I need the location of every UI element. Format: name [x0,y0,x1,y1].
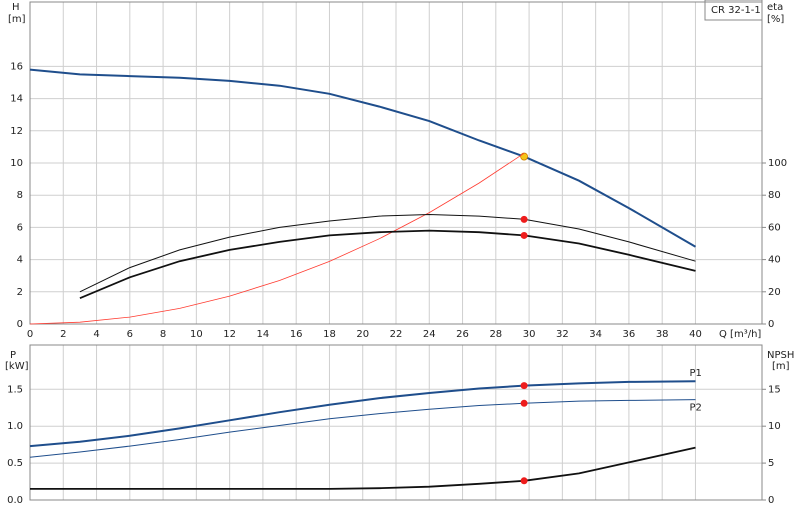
x-tick-label: 6 [127,329,133,340]
x-tick-label: 16 [290,329,303,340]
y2-axis-unit: [m] [772,361,790,372]
y-axis-unit: [m] [8,14,26,25]
y2-tick-label: 40 [768,255,781,266]
series-line [79,229,696,300]
plot-frame [29,344,763,501]
series-label: P1 [689,368,701,379]
x-tick-label: 0 [27,329,33,340]
y-tick-label: 6 [17,222,23,233]
duty-point [520,231,528,239]
x-tick-label: 12 [223,329,236,340]
y-tick-label: 16 [10,61,23,72]
y2-tick-label: 0 [768,319,774,330]
x-tick-label: 38 [656,329,669,340]
y2-axis-label: eta [767,2,783,13]
x-tick-label: 10 [190,329,203,340]
x-tick-label: 36 [623,329,636,340]
series-label: P2 [689,403,701,414]
series-line [29,68,697,248]
x-tick-label: 40 [689,329,702,340]
y-tick-label: 1.0 [7,421,23,432]
x-tick-label: 32 [556,329,569,340]
x-tick-label: 18 [323,329,336,340]
series-line [29,380,696,448]
x-tick-label: 28 [489,329,502,340]
y-tick-label: 12 [10,126,23,137]
x-tick-label: 20 [356,329,369,340]
legend-box-text: CR 32-1-1 [711,5,761,16]
plot-frame [29,1,763,325]
y-tick-label: 14 [10,94,23,105]
series-line [79,213,696,293]
x-tick-label: 26 [456,329,469,340]
y2-tick-label: 80 [768,190,781,201]
duty-point [520,399,528,407]
y2-tick-label: 100 [768,158,787,169]
y2-axis-unit: [%] [767,14,784,25]
y-axis-label: P [10,350,16,361]
series-line [29,399,696,458]
y2-axis-label: NPSH [767,350,794,361]
y-tick-label: 4 [17,255,23,266]
y-tick-label: 8 [17,190,23,201]
y-tick-label: 0.5 [7,458,23,469]
x-tick-label: 34 [589,329,602,340]
x-tick-label: 4 [93,329,99,340]
series-line [30,446,696,490]
duty-point [520,215,528,223]
y-tick-label: 0.0 [7,495,23,506]
duty-point [520,477,528,485]
y2-tick-label: 60 [768,222,781,233]
x-tick-label: 2 [60,329,66,340]
x-axis-label: Q [m³/h] [719,329,761,340]
y2-tick-label: 0 [768,495,774,506]
x-tick-label: 30 [523,329,536,340]
y-tick-label: 2 [17,287,23,298]
x-tick-label: 24 [423,329,436,340]
duty-point [520,382,528,390]
y-axis-unit: [kW] [5,361,29,372]
y2-tick-label: 15 [768,384,781,395]
series-line [29,152,525,325]
y2-tick-label: 5 [768,458,774,469]
x-tick-label: 8 [160,329,166,340]
duty-point [520,152,528,161]
x-tick-label: 14 [257,329,270,340]
y-tick-label: 0 [17,319,23,330]
y2-tick-label: 20 [768,287,781,298]
y-axis-label: H [12,2,20,13]
y2-tick-label: 10 [768,421,781,432]
y-tick-label: 10 [10,158,23,169]
x-tick-label: 22 [390,329,403,340]
y-tick-label: 1.5 [7,384,23,395]
